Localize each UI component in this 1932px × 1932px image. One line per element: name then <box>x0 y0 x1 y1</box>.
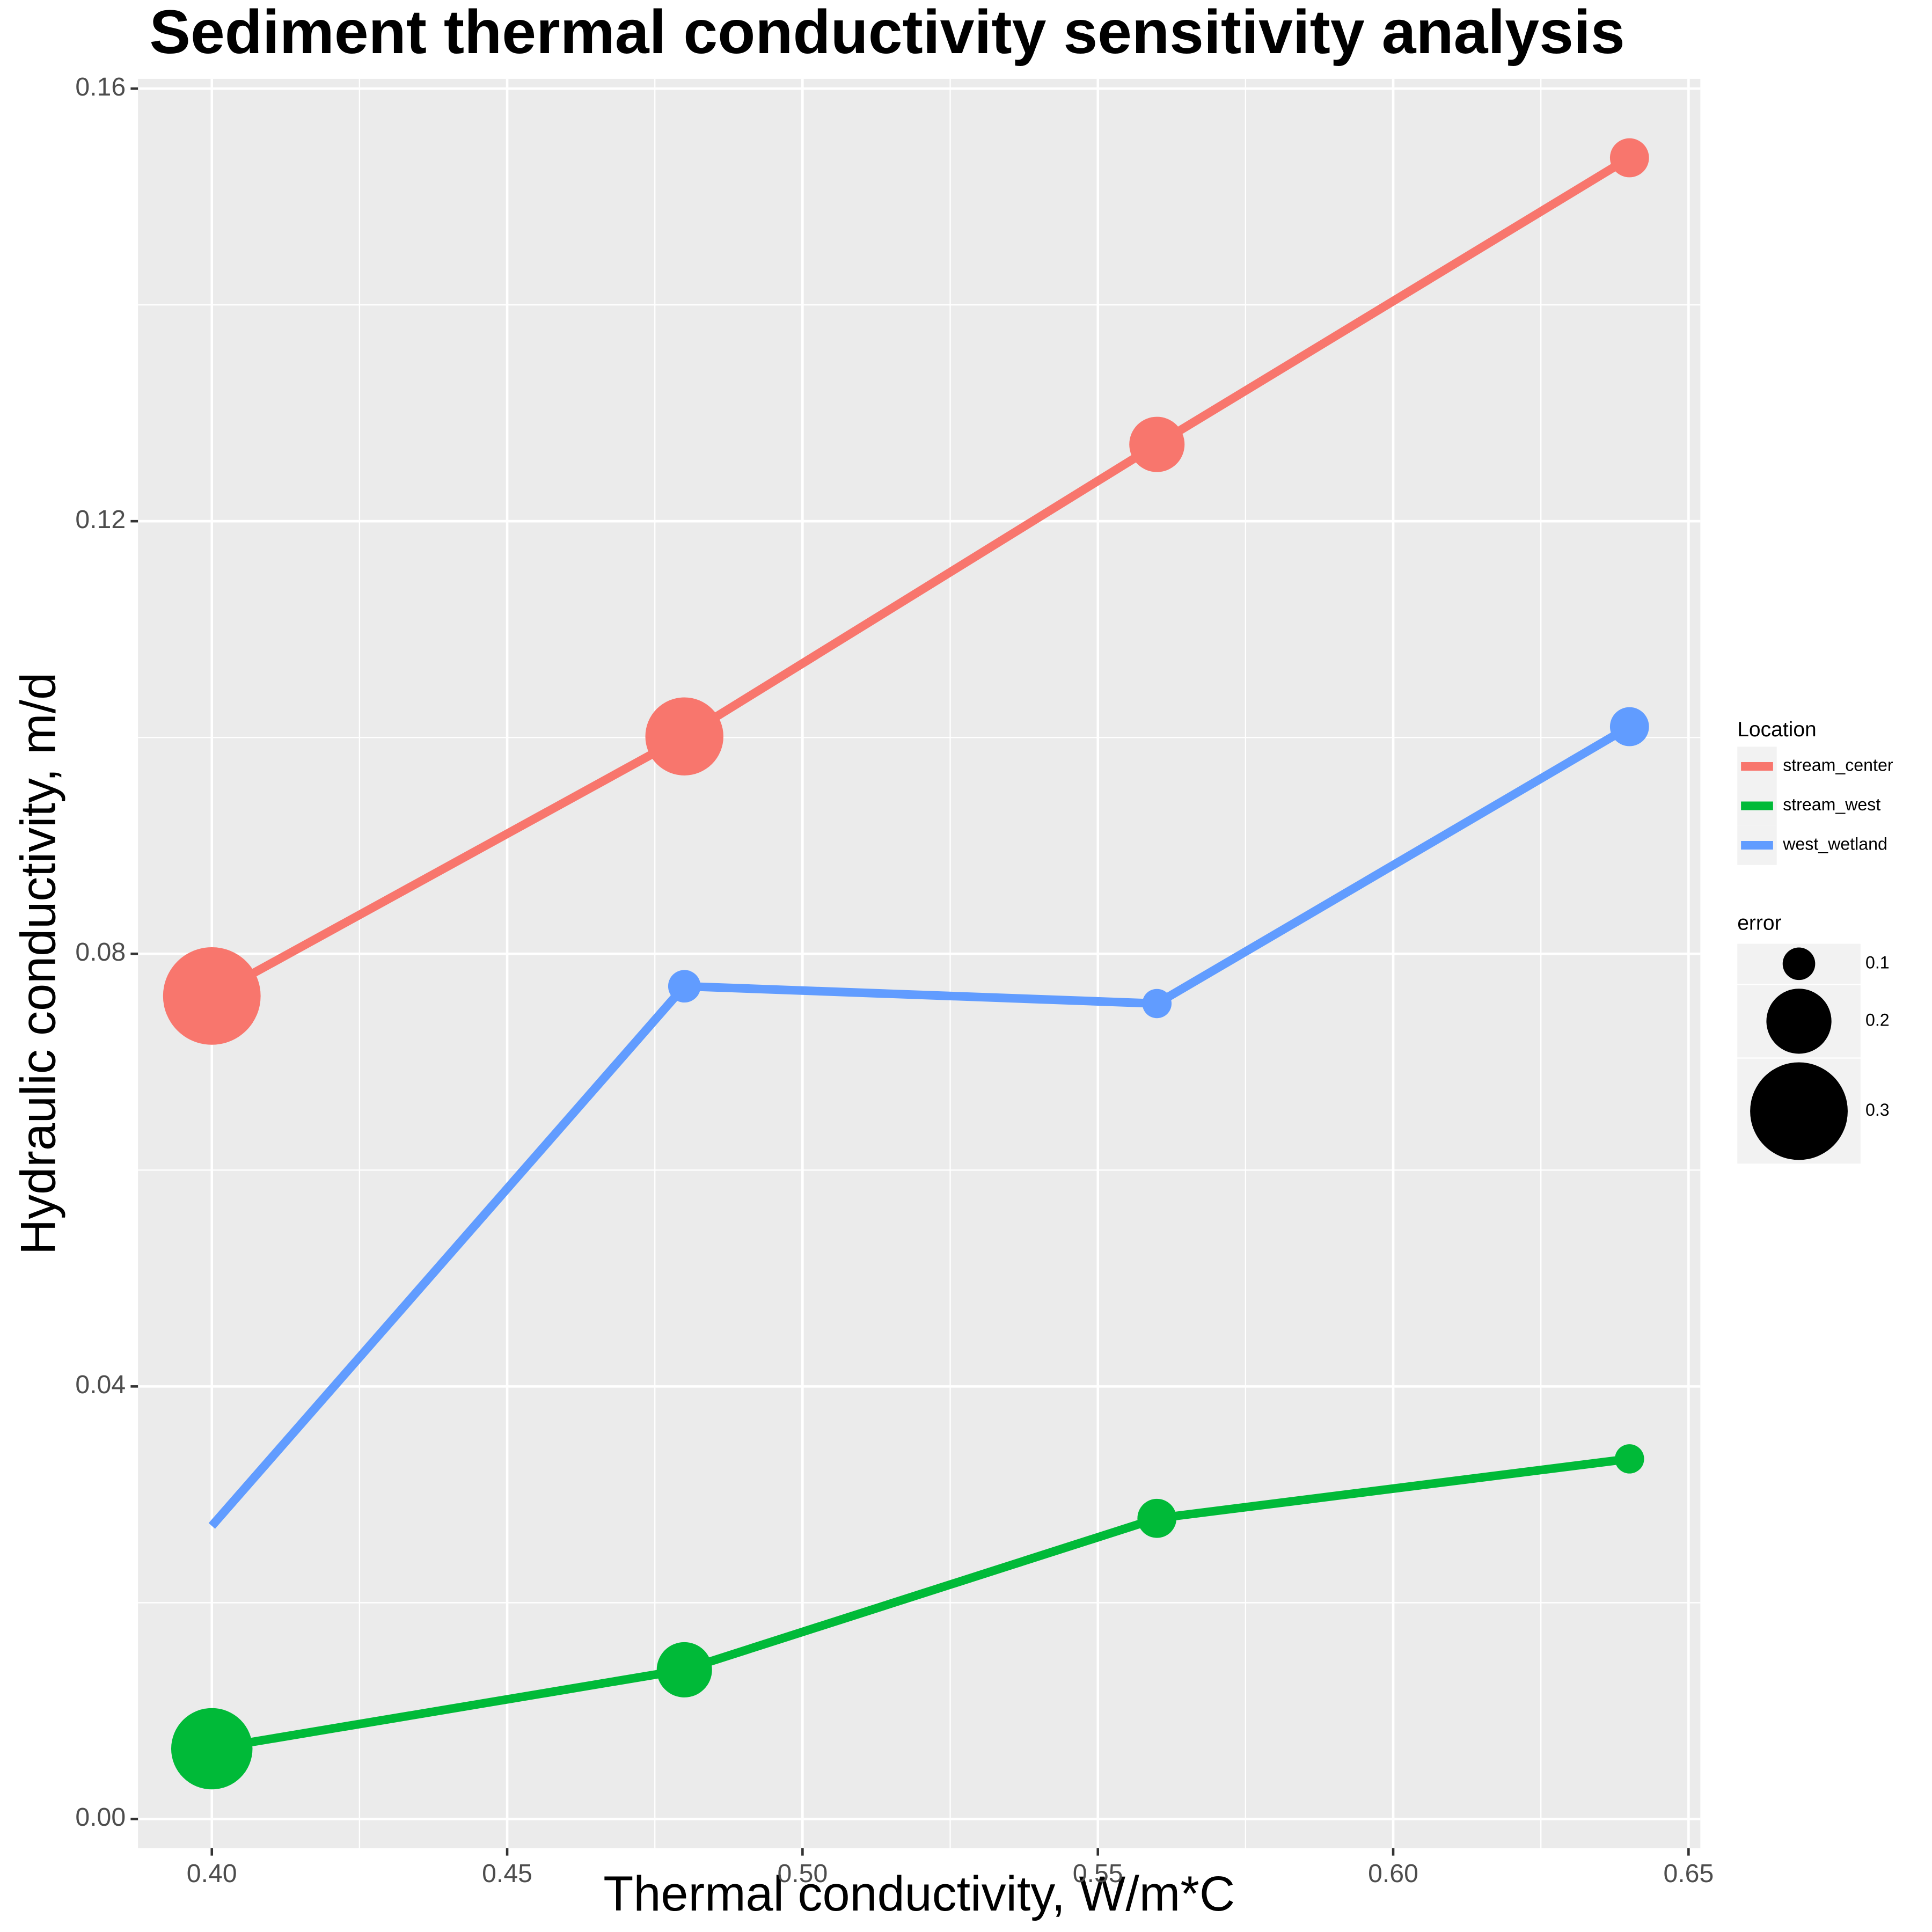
size-legend-point <box>1766 989 1832 1054</box>
series-line <box>209 154 1632 1000</box>
size-legend-label: 0.3 <box>1865 1100 1890 1119</box>
legend: Location error stream_center stream_westw… <box>1737 718 1893 1164</box>
y-tick-label: 0.00 <box>75 1803 126 1832</box>
y-axis-title: Hydraulic conductivity, m/d <box>11 672 65 1255</box>
y-tick-label: 0.16 <box>75 72 126 101</box>
point <box>1137 1498 1177 1538</box>
chart-title: Sediment thermal conductivity sensitivit… <box>149 0 1624 67</box>
plot-panel <box>138 78 1701 1848</box>
point <box>656 1642 712 1697</box>
legend-label: stream_west <box>1783 795 1880 814</box>
marks <box>163 138 1649 1790</box>
x-axis-title: Thermal conductivity, W/m*C <box>603 1867 1235 1921</box>
size-legend-point <box>1750 1062 1848 1160</box>
size-legend-point <box>1782 947 1816 980</box>
point <box>1142 989 1172 1019</box>
x-tick-label: 0.55 <box>1073 1859 1123 1888</box>
size-legend-label: 0.1 <box>1865 953 1890 972</box>
point <box>1615 1444 1644 1474</box>
point <box>1609 707 1649 747</box>
y-tick-label: 0.04 <box>75 1370 126 1399</box>
point <box>1609 138 1649 178</box>
y-tick-label: 0.08 <box>75 938 126 967</box>
point <box>163 947 261 1045</box>
point <box>1129 416 1185 472</box>
size-legend-label: 0.2 <box>1865 1010 1890 1029</box>
size-legend-title: error <box>1737 911 1781 934</box>
legend-label: stream_center <box>1783 756 1893 775</box>
x-tick-label: 0.40 <box>187 1859 237 1888</box>
legend-title: Location <box>1737 718 1817 741</box>
x-tick-label: 0.45 <box>482 1859 532 1888</box>
series-line <box>208 723 1632 1529</box>
point <box>645 697 723 775</box>
point <box>668 970 701 1003</box>
x-tick-label: 0.60 <box>1368 1859 1418 1888</box>
series-line <box>211 1454 1630 1753</box>
x-tick-label: 0.50 <box>777 1859 828 1888</box>
y-tick-label: 0.12 <box>75 505 126 534</box>
x-tick-label: 0.65 <box>1663 1859 1714 1888</box>
point <box>171 1708 253 1790</box>
legend-label: west_wetland <box>1782 834 1887 853</box>
